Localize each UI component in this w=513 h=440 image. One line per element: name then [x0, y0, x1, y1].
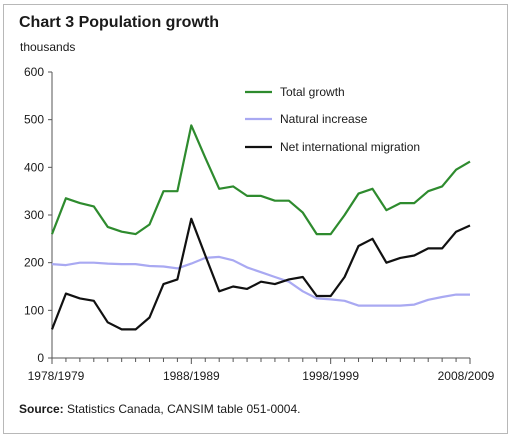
source-text: Statistics Canada, CANSIM table 051-0004… [67, 402, 301, 416]
legend-label: Total growth [280, 85, 345, 99]
y-tick-label: 100 [24, 303, 44, 317]
y-tick-label: 300 [24, 208, 44, 222]
series-line-1 [50, 124, 471, 236]
y-tick-label: 500 [24, 113, 44, 127]
y-tick-label: 400 [24, 160, 44, 174]
x-tick-label: 2008/2009 [438, 369, 495, 383]
x-tick-label: 1988/1989 [163, 369, 220, 383]
y-tick-label: 600 [24, 65, 44, 79]
chart-frame [3, 4, 508, 434]
y-tick-label: 200 [24, 256, 44, 270]
source-label: Source: [19, 402, 64, 416]
chart-title: Chart 3 Population growth [19, 14, 219, 31]
source-note: Source: Statistics Canada, CANSIM table … [19, 402, 301, 416]
series-line-3 [50, 217, 471, 331]
x-tick-label: 1978/1979 [28, 369, 85, 383]
y-tick-label: 0 [37, 351, 44, 365]
legend-label: Net international migration [280, 140, 420, 154]
x-tick-label: 1998/1999 [302, 369, 359, 383]
legend-label: Natural increase [280, 112, 368, 126]
unit-label: thousands [20, 40, 76, 54]
